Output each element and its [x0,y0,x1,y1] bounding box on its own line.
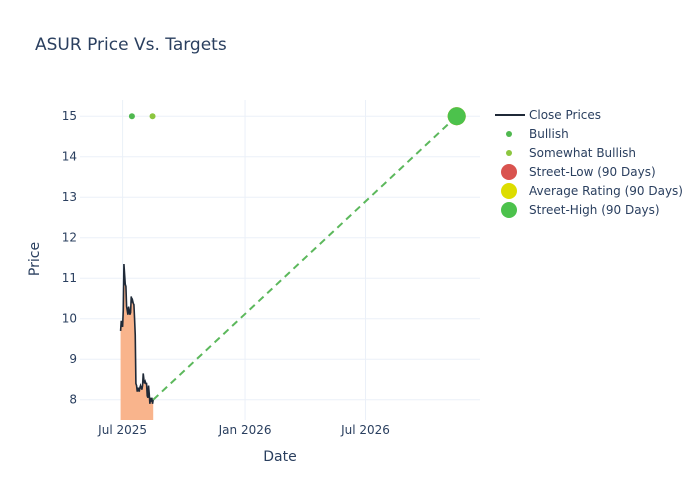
legend-label-bullish: Bullish [529,127,569,141]
y-tick-label: 12 [62,231,77,245]
x-tick-label: Jul 2026 [340,423,390,437]
legend-label-street-high-90-days: Street-High (90 Days) [529,203,660,217]
y-tick-label: 11 [62,271,77,285]
legend-swatch-average-rating-90-days [501,183,517,199]
rating-markers [128,107,466,126]
legend-label-average-rating-90-days: Average Rating (90 Days) [529,184,683,198]
marker-street-high-90-days [447,107,466,126]
legend-label-somewhat-bullish: Somewhat Bullish [529,146,636,160]
y-tick-label: 13 [62,190,77,204]
x-tick-label: Jan 2026 [218,423,272,437]
y-tick-label: 9 [69,352,77,366]
x-tick-label: Jul 2025 [97,423,147,437]
grid [80,100,480,420]
close-area-fill [120,264,154,420]
y-tick-label: 10 [62,312,77,326]
target-line [152,115,458,401]
y-axis-ticks: 8 9 10 11 12 13 14 15 [62,109,77,407]
y-axis-title: Price [27,242,43,276]
street-high-target-line [152,115,458,401]
close-price-area [120,264,154,420]
close-line-path [119,263,155,404]
chart-title: ASUR Price Vs. Targets [35,35,227,55]
legend-label-close-prices: Close Prices [529,108,601,122]
y-tick-label: 15 [62,109,77,123]
legend-swatch-somewhat-bullish [506,150,512,156]
x-axis-ticks: Jul 2025 Jan 2026 Jul 2026 [97,423,390,437]
legend-swatch-street-low-90-days [501,164,517,180]
x-axis-title: Date [263,449,296,465]
legend[interactable]: Close Prices Bullish Somewhat Bullish Stree… [495,108,683,218]
legend-label-street-low-90-days: Street-Low (90 Days) [529,165,656,179]
legend-swatch-street-high-90-days [501,202,517,218]
y-tick-label: 14 [62,150,77,164]
marker-bullish [128,113,135,120]
close-price-line [119,263,155,404]
legend-swatch-bullish [506,131,512,137]
y-tick-label: 8 [69,393,77,407]
marker-somewhat-bullish [149,113,156,120]
